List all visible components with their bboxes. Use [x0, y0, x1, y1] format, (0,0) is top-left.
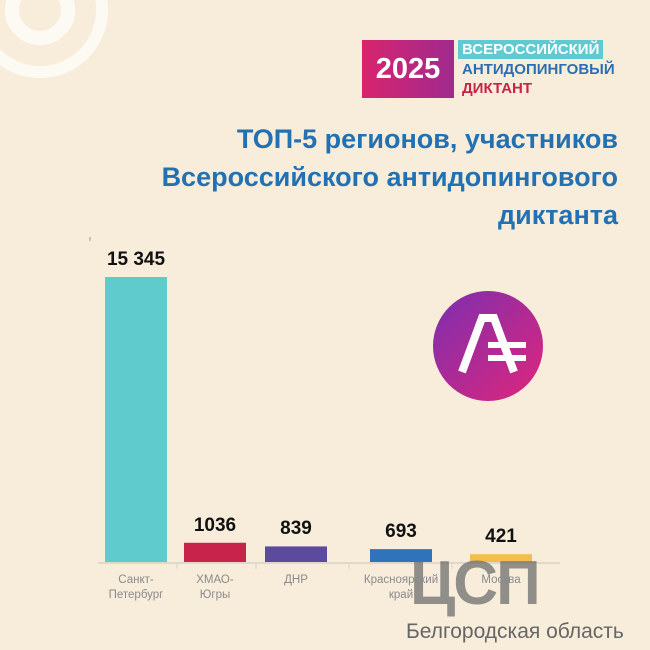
logo-text: АНТИДОПИНГОВЫЙ	[462, 61, 615, 78]
bar	[184, 542, 246, 562]
logo-year: 2025	[362, 40, 454, 98]
decor-circles	[0, 0, 108, 78]
af-logo	[433, 291, 543, 401]
value-label: 1036	[193, 514, 237, 536]
x-tick-label: Санкт- Петербург	[108, 574, 164, 601]
bar	[470, 554, 532, 562]
x-tick-label: Красноярский край	[363, 574, 439, 601]
watermark-region: Белгородская область	[406, 620, 624, 643]
tick-marks	[176, 563, 453, 569]
logo-text: ДИКТАНТ	[462, 80, 533, 97]
x-tick-label: ДНР	[284, 574, 308, 586]
value-label: 421	[485, 526, 517, 548]
value-label: 693	[385, 521, 417, 543]
x-tick-label: ХМАО- Югры	[196, 574, 234, 601]
value-label: 839	[280, 518, 312, 540]
x-tick-label: Москва	[481, 574, 521, 586]
bar	[370, 549, 432, 562]
watermark-brand: ЦСП	[410, 549, 541, 618]
value-label: 15 345	[106, 249, 166, 270]
logo-text: ВСЕРОССИЙСКИЙ	[458, 40, 604, 59]
chart-title: ТОП-5 регионов, участников Всероссийског…	[161, 124, 618, 230]
bar	[265, 546, 327, 562]
bar	[105, 277, 167, 562]
